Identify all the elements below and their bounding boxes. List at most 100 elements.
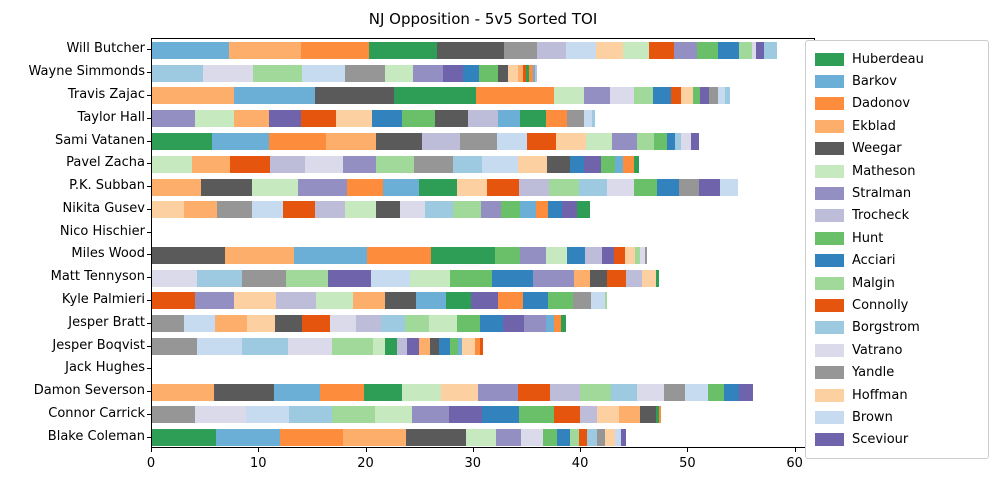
bar-segment-connolly xyxy=(486,178,519,196)
bar-segment-matheson xyxy=(554,87,585,105)
bar-segment-stralman xyxy=(495,429,522,447)
bar-segment-trocheck xyxy=(269,155,306,173)
bar-segment-hoffman xyxy=(247,315,276,333)
legend-swatch-icon xyxy=(815,209,844,223)
bar-segment-connolly xyxy=(480,338,484,355)
legend-swatch-icon xyxy=(815,298,844,312)
bar-segment-brown xyxy=(720,178,739,196)
y-tick-mark xyxy=(147,322,151,324)
bar-segment-yandle xyxy=(678,178,699,196)
bar-segment-dadonov xyxy=(268,133,326,150)
bar-segment-acciari xyxy=(556,429,570,447)
bar-segment-vatrano xyxy=(305,155,343,173)
bar-segment-huberdeau xyxy=(656,269,660,287)
bar-segment-borgstrom xyxy=(578,178,607,196)
bar-segment-barkov xyxy=(152,41,230,59)
bar-segment-vatrano xyxy=(521,429,543,447)
bar-segment-hunt xyxy=(450,269,492,287)
legend-item-huberdeau: Huberdeau xyxy=(815,48,978,70)
bar-segment-sceviour xyxy=(502,315,525,333)
y-tick-mark xyxy=(147,186,151,188)
bar-segment-hoffman xyxy=(508,64,518,82)
y-tick-label: Blake Coleman xyxy=(47,428,145,444)
x-tick-label: 20 xyxy=(357,456,374,471)
legend-label: Yandle xyxy=(852,365,895,381)
bar-row xyxy=(152,338,484,355)
bar-segment-hunt xyxy=(401,110,436,128)
bar-segment-malgin xyxy=(569,429,580,447)
x-tick-mark xyxy=(794,448,796,452)
bar-segment-acciari xyxy=(567,246,585,264)
bar-segment-sceviour xyxy=(700,87,709,105)
bar-segment-huberdeau xyxy=(364,383,402,401)
bar-row xyxy=(152,292,607,310)
y-tick-mark xyxy=(147,163,151,165)
bar-segment-brown xyxy=(245,406,289,424)
y-tick-mark xyxy=(147,391,151,393)
bar-segment-hunt xyxy=(707,383,724,401)
bar-segment-stralman xyxy=(584,87,610,105)
legend-label: Acciari xyxy=(852,253,896,269)
legend-swatch-icon xyxy=(815,119,844,133)
legend-label: Weegar xyxy=(852,141,902,157)
bar-segment-trocheck xyxy=(468,110,499,128)
bar-segment-stralman xyxy=(342,155,377,173)
bar-segment-malgin xyxy=(405,315,429,333)
bar-segment-dadonov xyxy=(622,155,634,173)
bar-segment-hunt xyxy=(450,338,458,355)
y-tick-label: Wayne Simmonds xyxy=(28,64,145,80)
bar-segment-huberdeau xyxy=(394,87,476,105)
x-tick-mark xyxy=(365,448,367,452)
x-tick-mark xyxy=(687,448,689,452)
bar-segment-matheson xyxy=(401,383,441,401)
bar-segment-ekblad xyxy=(152,178,202,196)
bar-segment-sceviour xyxy=(562,201,578,219)
y-tick-label: Kyle Palmieri xyxy=(61,291,145,307)
legend-label: Sceviour xyxy=(852,432,909,448)
bar-segment-acciari xyxy=(723,383,739,401)
bar-segment-matheson xyxy=(372,338,385,355)
legend-label: Matheson xyxy=(852,163,916,179)
bar-segment-connolly xyxy=(152,292,196,310)
bar-segment-yandle xyxy=(596,429,606,447)
bar-segment-borgstrom xyxy=(586,429,597,447)
bar-segment-stralman xyxy=(519,246,546,264)
legend-item-malgin: Malgin xyxy=(815,272,978,294)
bar-segment-connolly xyxy=(230,155,270,173)
bar-segment-yandle xyxy=(567,110,585,128)
bar-segment-stralman xyxy=(481,201,502,219)
bar-segment-acciari xyxy=(480,315,503,333)
bar-segment-dadonov xyxy=(554,315,561,333)
y-tick-label: Pavel Zacha xyxy=(66,155,145,171)
bar-segment-hunt xyxy=(696,41,719,59)
bar-segment-barkov xyxy=(457,338,462,355)
bar-row xyxy=(152,178,739,196)
bar-segment-yandle xyxy=(503,41,538,59)
bar-segment-borgstrom xyxy=(724,87,731,105)
bar-segment-sceviour xyxy=(471,292,498,310)
bar-segment-malgin xyxy=(453,201,482,219)
bar-segment-ekblad xyxy=(233,110,269,128)
bar-segment-ekblad xyxy=(224,246,294,264)
bar-segment-ekblad xyxy=(229,41,302,59)
bar-segment-sceviour xyxy=(268,110,302,128)
bar-segment-huberdeau xyxy=(384,338,397,355)
bar-segment-dadonov xyxy=(347,178,383,196)
bar-segment-stralman xyxy=(412,64,443,82)
bar-segment-borgstrom xyxy=(425,201,454,219)
bar-segment-acciari xyxy=(718,41,739,59)
bar-segment-ekblad xyxy=(152,87,234,105)
bar-segment-hunt xyxy=(456,315,481,333)
bar-segment-trocheck xyxy=(355,315,382,333)
legend-item-trocheck: Trocheck xyxy=(815,205,978,227)
bar-segment-barkov xyxy=(233,87,316,105)
bar-segment-barkov xyxy=(498,110,520,128)
legend-label: Ekblad xyxy=(852,118,896,134)
y-tick-label: P.K. Subban xyxy=(69,178,145,194)
x-tick-label: 40 xyxy=(571,456,589,471)
bar-segment-ekblad xyxy=(191,155,231,173)
bar-segment-huberdeau xyxy=(656,406,660,424)
bar-segment-stralman xyxy=(524,315,546,333)
bar-segment-weegar xyxy=(315,87,395,105)
bar-segment-sceviour xyxy=(449,406,483,424)
